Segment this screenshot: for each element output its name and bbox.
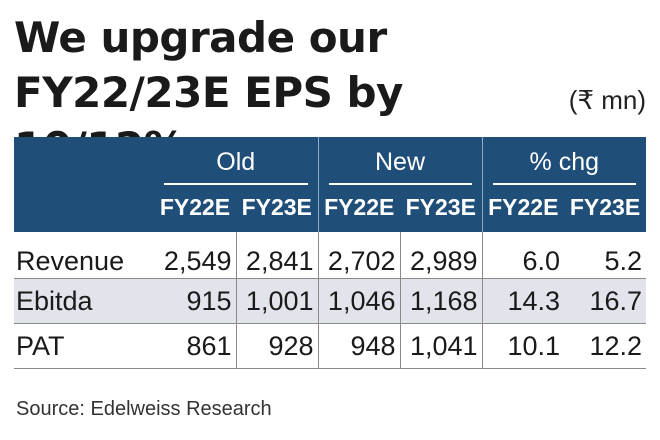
group-label-old: Old — [164, 148, 308, 185]
group-header-old: Old — [154, 137, 318, 185]
source-note: Source: Edelweiss Research — [16, 398, 272, 420]
subheader-old-fy22: FY22E — [154, 185, 236, 232]
cell-chg-fy22: 14.3 — [481, 278, 565, 324]
subheader-chg-fy23: FY23E — [564, 185, 647, 232]
cell-old-fy22: 861 — [154, 323, 236, 369]
eps-revision-table: Old New % chg FY22E FY23E FY22E FY23E FY… — [14, 137, 647, 369]
table-row-revenue: Revenue 2,549 2,841 2,702 2,989 6.0 5.2 — [14, 232, 647, 279]
cell-old-fy23: 928 — [235, 323, 318, 369]
subheader-new-fy23: FY23E — [400, 185, 483, 232]
cell-new-fy22: 2,702 — [317, 232, 400, 279]
group-header-row: Old New % chg — [14, 137, 647, 185]
table-row-pat: PAT 861 928 948 1,041 10.1 12.2 — [14, 323, 647, 369]
cell-chg-fy23: 16.7 — [564, 278, 647, 324]
cell-old-fy22: 2,549 — [154, 232, 236, 279]
cell-new-fy23: 2,989 — [399, 232, 483, 279]
group-label-change: % chg — [492, 148, 637, 185]
subheader-old-fy23: FY23E — [236, 185, 318, 232]
subheader-new-fy22: FY22E — [317, 185, 400, 232]
subheader-chg-fy22: FY22E — [481, 185, 565, 232]
cell-chg-fy23: 5.2 — [564, 232, 647, 279]
table-title: We upgrade our FY22/23E EPS by 10/12% — [14, 13, 403, 172]
cell-old-fy23: 1,001 — [235, 278, 318, 324]
cell-chg-fy22: 6.0 — [481, 232, 565, 279]
subheader-row: FY22E FY23E FY22E FY23E FY22E FY23E — [14, 185, 647, 232]
cell-chg-fy22: 10.1 — [481, 323, 565, 369]
cell-new-fy23: 1,168 — [399, 278, 483, 324]
group-header-change: % chg — [481, 137, 647, 185]
cell-old-fy22: 915 — [154, 278, 236, 324]
table-row-ebitda: Ebitda 915 1,001 1,046 1,168 14.3 16.7 — [14, 278, 647, 324]
cell-new-fy22: 1,046 — [317, 278, 400, 324]
unit-label: (₹ mn) — [568, 85, 646, 115]
cell-new-fy23: 1,041 — [399, 323, 483, 369]
cell-chg-fy23: 12.2 — [564, 323, 647, 369]
header-blank — [14, 137, 154, 185]
cell-new-fy22: 948 — [317, 323, 400, 369]
row-label: PAT — [14, 323, 154, 369]
group-header-new: New — [317, 137, 483, 185]
row-label: Revenue — [14, 232, 154, 279]
group-label-new: New — [328, 148, 472, 185]
cell-old-fy23: 2,841 — [235, 232, 318, 279]
subheader-blank — [14, 185, 154, 232]
row-label: Ebitda — [14, 278, 154, 324]
